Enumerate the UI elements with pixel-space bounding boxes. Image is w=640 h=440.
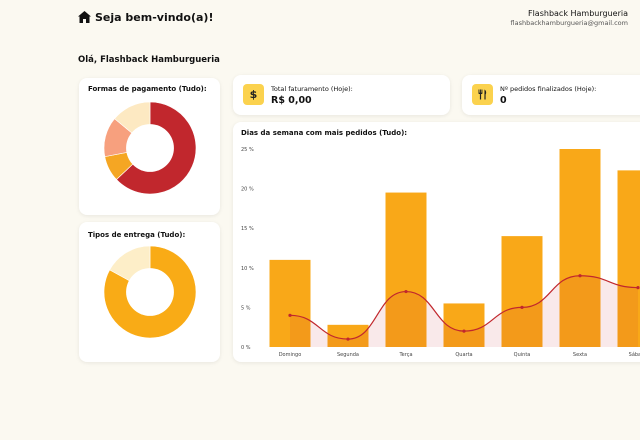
weekday-orders-card: Dias da semana com mais pedidos (Tudo): … [233, 122, 640, 362]
y-tick-label: 5 % [241, 305, 251, 311]
y-tick-label: 0 % [241, 345, 251, 351]
revenue-kpi-card: $ Total faturamento (Hoje): R$ 0,00 [233, 75, 450, 115]
x-tick-label: Domingo [279, 352, 302, 358]
y-tick-label: 10 % [241, 266, 254, 272]
x-tick-label: Sábado [629, 351, 640, 358]
delivery-hole [126, 268, 174, 316]
payment-hole [126, 124, 174, 172]
x-tick-label: Quarta [455, 352, 472, 358]
chart-title: Dias da semana com mais pedidos (Tudo): [241, 129, 408, 137]
orders-label: Nº pedidos finalizados (Hoje): [500, 85, 597, 93]
weekday-orders-chart: 0 % 5 % 10 % 15 % 20 % 25 % Domingo Segunda Terç… [241, 147, 640, 358]
fork-knife-icon [472, 84, 493, 105]
bar-domingo[interactable] [269, 259, 311, 347]
payment-methods-donut [103, 101, 197, 195]
trend-point[interactable] [404, 289, 408, 294]
y-tick-label: 25 % [241, 147, 254, 153]
delivery-types-title: Tipos de entrega (Tudo): [88, 231, 186, 239]
x-tick-label: Segunda [337, 352, 359, 358]
delivery-types-card: Tipos de entrega (Tudo): [79, 222, 220, 362]
welcome-title: Seja bem-vindo(a)! [95, 11, 214, 24]
home-icon[interactable] [78, 11, 91, 23]
bar-terça[interactable] [385, 192, 427, 347]
payment-methods-card: Formas de pagamento (Tudo): [79, 78, 220, 215]
x-tick-label: Quinta [514, 352, 531, 358]
revenue-label: Total faturamento (Hoje): [271, 85, 353, 93]
x-tick-label: Terça [398, 352, 412, 358]
y-tick-label: 20 % [241, 187, 254, 193]
orders-value: 0 [500, 95, 507, 106]
bar-quinta[interactable] [501, 236, 543, 347]
orders-kpi-card: Nº pedidos finalizados (Hoje): 0 [462, 75, 640, 115]
trend-area [290, 275, 638, 347]
payment-methods-title: Formas de pagamento (Tudo): [88, 85, 207, 93]
page-greeting: Olá, Flashback Hamburgueria [78, 55, 220, 65]
trend-point[interactable] [578, 274, 582, 278]
trend-point[interactable] [462, 329, 466, 333]
trend-point[interactable] [288, 313, 292, 317]
trend-point[interactable] [346, 337, 350, 341]
bar-sábado[interactable] [617, 170, 640, 347]
x-tick-label: Sexta [573, 352, 587, 358]
top-bar: Seja bem-vindo(a)! Flashback Hamburgueri… [0, 0, 640, 40]
dollar-icon: $ [243, 84, 264, 105]
bar-quarta[interactable] [443, 303, 485, 347]
user-email: flashbackhamburgueria@gmail.com [510, 19, 628, 27]
y-tick-label: 15 % [241, 226, 254, 232]
bar-segunda[interactable] [327, 324, 369, 347]
bar-sexta[interactable] [559, 149, 601, 347]
revenue-value: R$ 0,00 [271, 95, 312, 106]
trend-point[interactable] [520, 305, 524, 309]
user-name[interactable]: Flashback Hamburgueria [527, 9, 628, 18]
delivery-types-donut [103, 245, 197, 339]
trend-point[interactable] [636, 286, 640, 290]
